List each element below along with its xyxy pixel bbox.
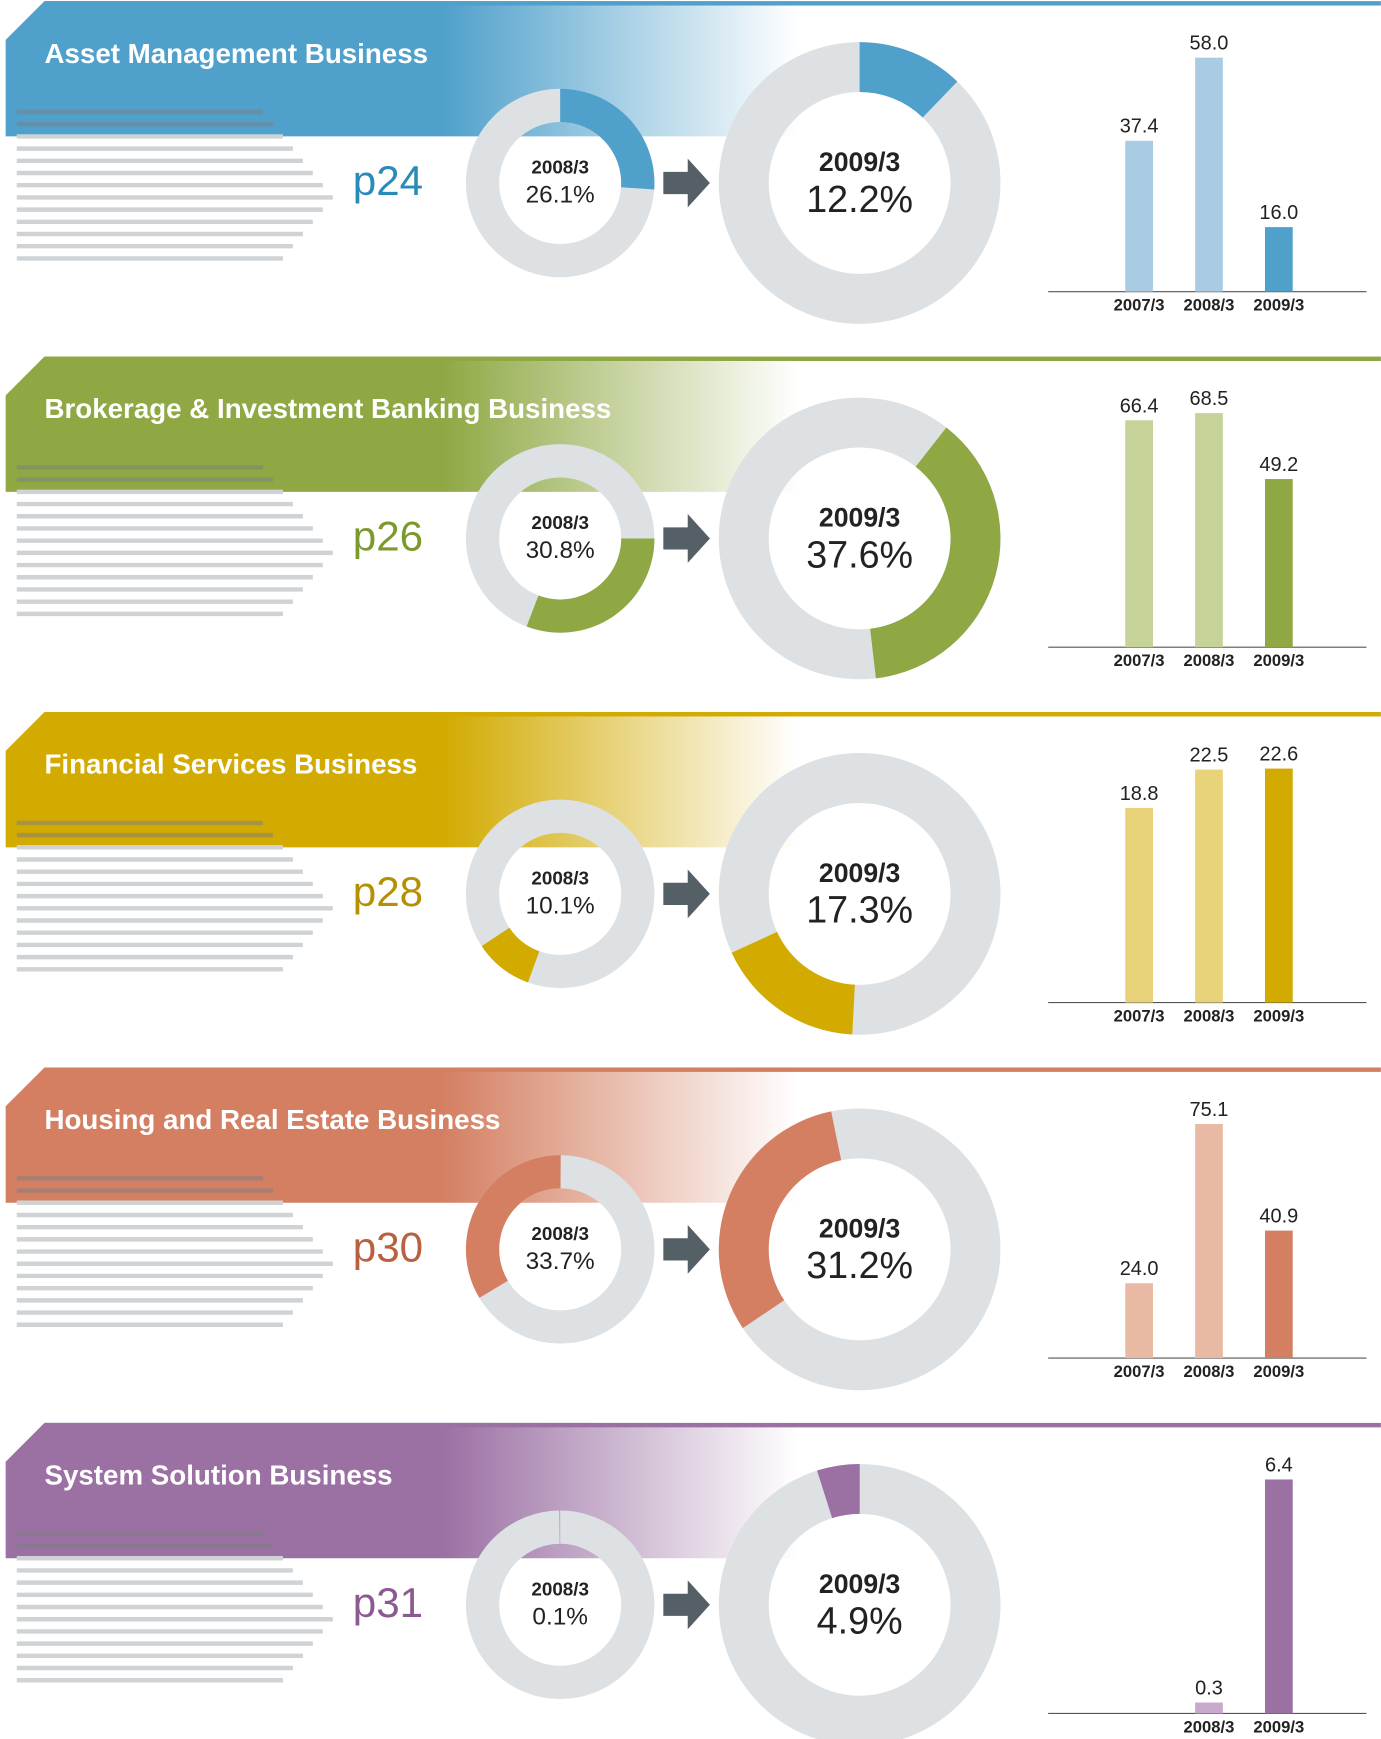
bar-value-label: 18.8 <box>1120 783 1159 805</box>
x-tick-label: 2008/3 <box>1184 1717 1235 1736</box>
donut-value: 31.2% <box>806 1244 913 1286</box>
donut-value: 33.7% <box>526 1248 595 1275</box>
x-tick-label: 2008/3 <box>1184 1006 1235 1025</box>
arrow <box>663 1580 710 1630</box>
x-tick-label: 2007/3 <box>1114 295 1165 314</box>
donut-period: 2009/3 <box>819 1214 900 1244</box>
donut-segment <box>465 1155 561 1298</box>
bar <box>1195 1124 1223 1359</box>
donut-ring <box>718 753 1001 1035</box>
bar <box>1264 1479 1293 1714</box>
bar <box>1125 420 1153 648</box>
page-ref: p30 <box>353 1224 423 1271</box>
bar-value-label: 49.2 <box>1259 454 1298 476</box>
donut-period: 2008/3 <box>531 1223 589 1244</box>
bar <box>1264 479 1293 648</box>
bar <box>1195 769 1223 1003</box>
section-title: System Solution Business <box>44 1460 392 1491</box>
donut-segment <box>859 42 958 118</box>
donut-value: 4.9% <box>817 1600 903 1642</box>
donut-period: 2008/3 <box>531 512 589 533</box>
bar <box>1195 413 1223 648</box>
page-ref: p24 <box>353 157 423 204</box>
donut-period: 2009/3 <box>819 503 900 533</box>
donut-segment <box>526 538 655 633</box>
donut-period: 2008/3 <box>531 867 589 888</box>
donut-segment <box>481 927 540 983</box>
donut-period: 2008/3 <box>531 157 589 178</box>
bar-value-label: 37.4 <box>1120 116 1159 138</box>
arrow <box>663 1224 710 1274</box>
donut-period: 2009/3 <box>819 147 900 177</box>
donut-segment <box>560 88 655 190</box>
donut-value: 30.8% <box>526 537 595 564</box>
donut-segment <box>718 1111 842 1329</box>
bar-value-label: 68.5 <box>1190 388 1229 410</box>
x-tick-label: 2008/3 <box>1184 651 1235 670</box>
donut-ring <box>465 799 655 989</box>
bar-value-label: 6.4 <box>1265 1454 1293 1476</box>
x-tick-label: 2008/3 <box>1184 295 1235 314</box>
donut-segment <box>559 1510 561 1544</box>
x-tick-label: 2007/3 <box>1114 651 1165 670</box>
donut-segment <box>870 427 1001 679</box>
section-title: Financial Services Business <box>44 749 417 780</box>
bar-value-label: 16.0 <box>1259 202 1298 224</box>
x-tick-label: 2009/3 <box>1253 1717 1304 1736</box>
page-ref: p31 <box>353 1579 423 1626</box>
donut-period: 2009/3 <box>819 1569 900 1599</box>
x-tick-label: 2009/3 <box>1253 651 1304 670</box>
section-title: Brokerage & Investment Banking Business <box>44 393 611 424</box>
bar <box>1264 1230 1293 1359</box>
donut-value: 17.3% <box>806 889 913 931</box>
arrow <box>663 158 710 208</box>
bar-value-label: 0.3 <box>1195 1677 1223 1699</box>
donut-segment <box>731 931 855 1035</box>
x-tick-label: 2007/3 <box>1114 1362 1165 1381</box>
bar-value-label: 58.0 <box>1190 33 1229 55</box>
arrow <box>663 869 710 919</box>
bar <box>1125 140 1153 292</box>
section-title: Asset Management Business <box>44 38 428 69</box>
page-ref: p26 <box>353 513 423 560</box>
donut-value: 37.6% <box>806 533 913 575</box>
x-tick-label: 2009/3 <box>1253 1006 1304 1025</box>
bar <box>1125 807 1153 1003</box>
x-tick-label: 2009/3 <box>1253 1362 1304 1381</box>
donut-value: 10.1% <box>526 893 595 920</box>
page-ref: p28 <box>353 868 423 915</box>
x-tick-label: 2007/3 <box>1114 1006 1165 1025</box>
donut-value: 26.1% <box>526 182 595 209</box>
bar <box>1195 57 1223 292</box>
donut-ring <box>465 1510 655 1700</box>
x-tick-label: 2009/3 <box>1253 295 1304 314</box>
bar-value-label: 75.1 <box>1190 1099 1229 1121</box>
bar <box>1264 227 1293 292</box>
bar-value-label: 22.6 <box>1259 744 1298 766</box>
bar-value-label: 24.0 <box>1120 1258 1159 1280</box>
donut-value: 0.1% <box>532 1604 588 1631</box>
section-title: Housing and Real Estate Business <box>44 1104 500 1135</box>
donut-value: 12.2% <box>806 178 913 220</box>
donut-segment <box>817 1463 860 1519</box>
donut-period: 2008/3 <box>531 1578 589 1599</box>
bar-value-label: 22.5 <box>1190 745 1229 767</box>
arrow <box>663 514 710 563</box>
bar-value-label: 66.4 <box>1120 395 1159 417</box>
donut-period: 2009/3 <box>819 858 900 888</box>
bar <box>1264 768 1293 1003</box>
x-tick-label: 2008/3 <box>1184 1362 1235 1381</box>
bar <box>1195 1702 1223 1714</box>
bar-value-label: 40.9 <box>1259 1206 1298 1228</box>
bar <box>1125 1283 1153 1359</box>
